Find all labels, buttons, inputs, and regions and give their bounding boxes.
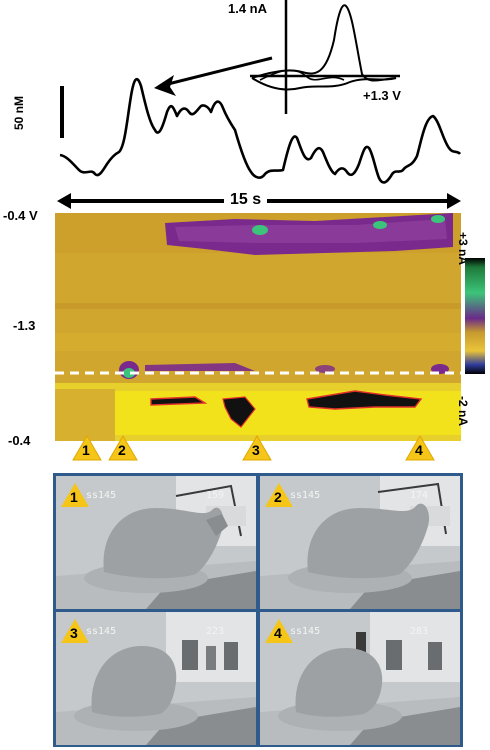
event-marker-2: 2 (108, 435, 138, 461)
event-marker-3-label: 3 (252, 442, 260, 458)
frame-4-left-text: ss145 (290, 626, 321, 637)
video-frame-3: ss145 223 3 (56, 612, 256, 745)
colorplot (55, 213, 461, 441)
frame-3-marker: 3 (60, 618, 90, 644)
green-peak (123, 368, 135, 378)
frame-4-marker: 4 (264, 618, 294, 644)
time-scale-label: 15 s (224, 191, 268, 209)
colorbar-bottom-label: -2 nA (456, 396, 470, 426)
event-marker-2-label: 2 (118, 442, 126, 458)
event-marker-4-label: 4 (415, 442, 423, 458)
frame-1-right-text: 159 (206, 490, 225, 501)
colorplot-y-tick-top: -0.4 V (3, 208, 38, 223)
frame-1-marker: 1 (60, 482, 90, 508)
concentration-trace (59, 77, 462, 184)
voltage-scale-label: +1.3 V (363, 88, 401, 103)
event-marker-3: 3 (242, 435, 272, 461)
frame-2-marker-label: 2 (274, 489, 282, 505)
voltammogram-reverse (251, 77, 397, 91)
rat-image-2 (260, 476, 460, 609)
voltammogram-inset (240, 0, 410, 120)
pointer-arrow (154, 56, 273, 96)
rat-image-4 (260, 612, 460, 745)
rat-image-1 (56, 476, 256, 609)
concentration-scale-bar (60, 86, 64, 138)
frame-2-left-text: ss145 (290, 490, 321, 501)
video-frames-grid: ss145 159 1 ss145 174 2 (53, 473, 463, 747)
video-frame-2: ss145 174 2 (260, 476, 460, 609)
rat-image-3 (56, 612, 256, 745)
frame-3-left-text: ss145 (86, 626, 117, 637)
event-marker-1-label: 1 (82, 442, 90, 458)
colorbar (465, 258, 485, 374)
event-marker-1: 1 (72, 435, 102, 461)
frame-1-left-text: ss145 (86, 490, 117, 501)
frame-4-right-text: 283 (410, 626, 429, 637)
current-scale-label: 1.4 nA (228, 1, 268, 16)
event-marker-4: 4 (405, 435, 435, 461)
concentration-scale-label: 50 nM (12, 95, 26, 130)
voltammogram-loop (259, 69, 345, 81)
video-frame-4: ss145 283 4 (260, 612, 460, 745)
frame-1-marker-label: 1 (70, 489, 78, 505)
colorplot-y-tick-middle: -1.3 (13, 318, 36, 333)
frame-3-marker-label: 3 (70, 625, 78, 641)
voltammogram-plot (250, 0, 400, 114)
frame-4-marker-label: 4 (274, 625, 282, 641)
frame-2-right-text: 174 (410, 490, 429, 501)
video-frame-1: ss145 159 1 (56, 476, 256, 609)
frame-3-right-text: 223 (206, 626, 225, 637)
frame-2-marker: 2 (264, 482, 294, 508)
colorplot-y-tick-bottom: -0.4 (8, 433, 31, 448)
